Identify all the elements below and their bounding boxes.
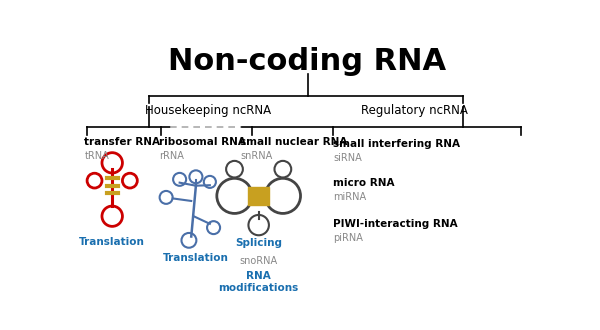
Text: RNA
modifications: RNA modifications bbox=[218, 271, 299, 293]
Text: Regulatory ncRNA: Regulatory ncRNA bbox=[361, 104, 468, 117]
Text: Translation: Translation bbox=[79, 237, 145, 247]
FancyBboxPatch shape bbox=[248, 187, 269, 205]
Text: ribosomal RNA: ribosomal RNA bbox=[158, 137, 245, 148]
Text: snRNA: snRNA bbox=[240, 151, 272, 161]
Text: Translation: Translation bbox=[163, 253, 229, 263]
Text: piRNA: piRNA bbox=[333, 233, 363, 243]
Text: tRNA: tRNA bbox=[84, 151, 109, 161]
Text: small interfering RNA: small interfering RNA bbox=[333, 139, 460, 149]
Text: PIWI-interacting RNA: PIWI-interacting RNA bbox=[333, 219, 458, 229]
Text: miRNA: miRNA bbox=[333, 192, 366, 202]
Text: snoRNA: snoRNA bbox=[239, 255, 278, 266]
Text: Housekeeping ncRNA: Housekeeping ncRNA bbox=[145, 104, 271, 117]
Text: Splicing: Splicing bbox=[235, 238, 282, 248]
Text: rRNA: rRNA bbox=[158, 151, 184, 161]
Text: transfer RNA: transfer RNA bbox=[84, 137, 160, 148]
Text: Non-coding RNA: Non-coding RNA bbox=[169, 47, 446, 76]
Text: siRNA: siRNA bbox=[333, 153, 362, 163]
Text: micro RNA: micro RNA bbox=[333, 178, 395, 188]
Text: small nuclear RNA: small nuclear RNA bbox=[240, 137, 347, 148]
